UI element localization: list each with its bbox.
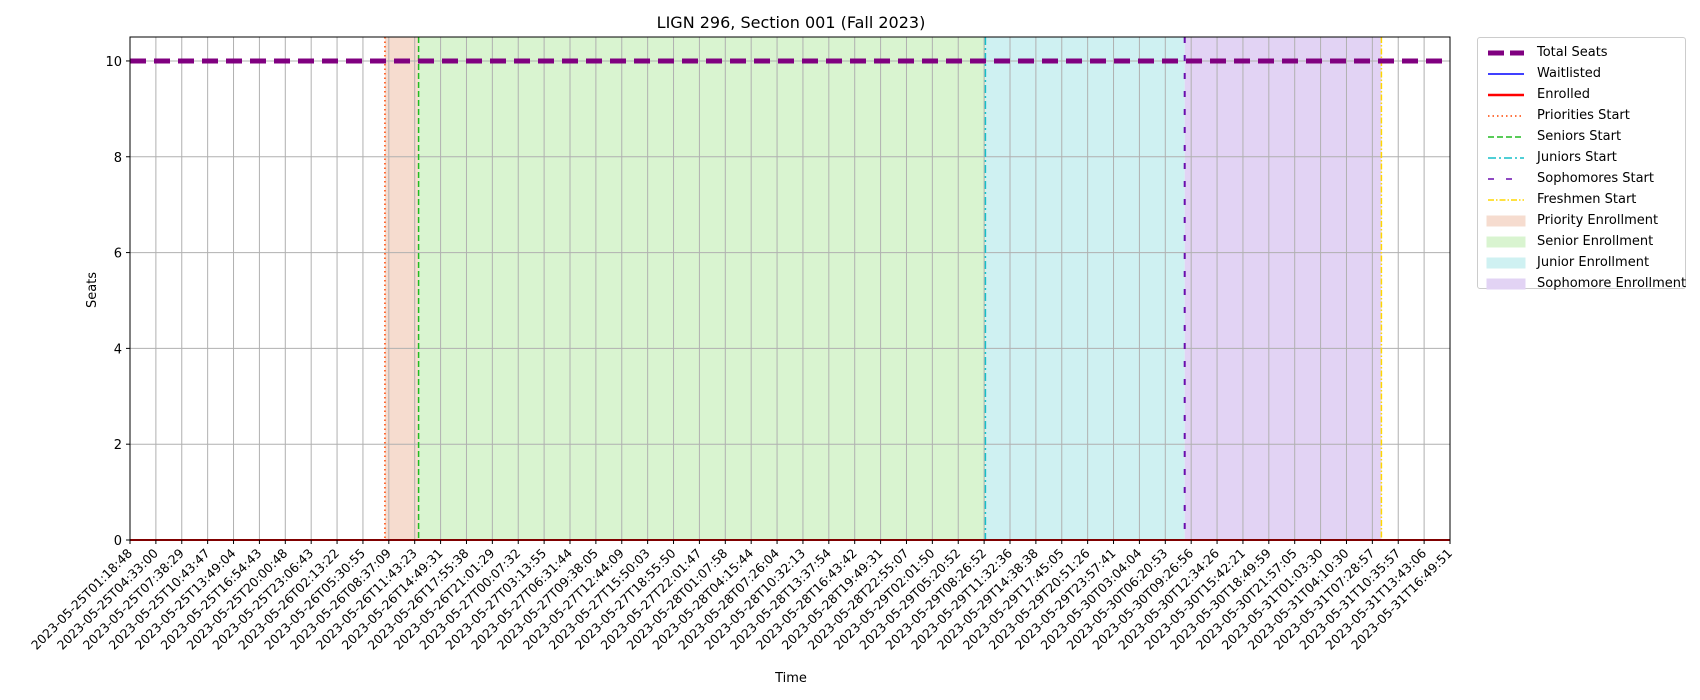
- legend-item: Sophomore Enrollment: [1486, 273, 1686, 294]
- legend-swatch: [1488, 177, 1524, 180]
- legend-swatch: [1488, 135, 1524, 138]
- legend-swatch: [1486, 215, 1526, 226]
- legend-label: Total Seats: [1537, 45, 1608, 60]
- span-2: [985, 37, 1185, 540]
- legend-swatch: [1486, 236, 1526, 247]
- span-0: [384, 37, 419, 540]
- legend-label: Waitlisted: [1537, 66, 1602, 81]
- legend-swatch: [1486, 278, 1526, 289]
- legend-item: Senior Enrollment: [1486, 231, 1653, 252]
- legend-swatch: [1488, 198, 1524, 201]
- plot-frame: [129, 36, 1451, 541]
- legend-item: Priorities Start: [1486, 105, 1630, 126]
- y-axis-label: Seats: [85, 272, 100, 308]
- span-1: [418, 37, 986, 540]
- legend-swatch: [1488, 93, 1524, 96]
- y-tick-label: 10: [105, 55, 122, 70]
- y-tick-label: 4: [114, 342, 122, 357]
- legend-swatch: [1488, 72, 1524, 75]
- legend-label: Senior Enrollment: [1537, 234, 1654, 249]
- legend-swatch: [1488, 156, 1524, 159]
- legend-patch: [1486, 278, 1526, 289]
- x-axis-label: Time: [774, 671, 807, 686]
- legend-label: Sophomores Start: [1537, 171, 1654, 186]
- legend-label: Freshmen Start: [1537, 192, 1637, 207]
- legend-patch: [1486, 236, 1526, 247]
- legend-item: Sophomores Start: [1486, 168, 1654, 189]
- legend-item: Total Seats: [1486, 42, 1608, 63]
- y-tick-label: 0: [114, 534, 122, 549]
- legend-label: Priorities Start: [1537, 108, 1630, 123]
- legend-label: Seniors Start: [1537, 129, 1622, 144]
- legend-swatch: [1488, 114, 1524, 117]
- legend-label: Priority Enrollment: [1537, 213, 1659, 228]
- legend-item: Freshmen Start: [1486, 189, 1636, 210]
- span-3: [1184, 37, 1382, 540]
- legend-label: Junior Enrollment: [1537, 255, 1650, 270]
- chart-title: LIGN 296, Section 001 (Fall 2023): [657, 13, 926, 32]
- legend-item: Waitlisted: [1486, 63, 1601, 84]
- y-tick-label: 6: [114, 247, 122, 262]
- legend-item: Juniors Start: [1486, 147, 1617, 168]
- legend-item: Enrolled: [1486, 84, 1590, 105]
- legend-item: Priority Enrollment: [1486, 210, 1658, 231]
- legend-item: Junior Enrollment: [1486, 252, 1649, 273]
- legend-item: Seniors Start: [1486, 126, 1621, 147]
- y-tick-label: 2: [114, 438, 122, 453]
- legend-label: Juniors Start: [1537, 150, 1617, 165]
- legend-patch: [1486, 257, 1526, 268]
- legend-swatch: [1486, 257, 1526, 268]
- legend-label: Sophomore Enrollment: [1537, 276, 1687, 291]
- legend-swatch: [1488, 50, 1524, 55]
- legend-patch: [1486, 215, 1526, 226]
- legend-label: Enrolled: [1537, 87, 1590, 102]
- y-tick-label: 8: [114, 151, 122, 166]
- chart-legend: Total Seats Waitlisted Enrolled Priorities …: [1477, 37, 1686, 291]
